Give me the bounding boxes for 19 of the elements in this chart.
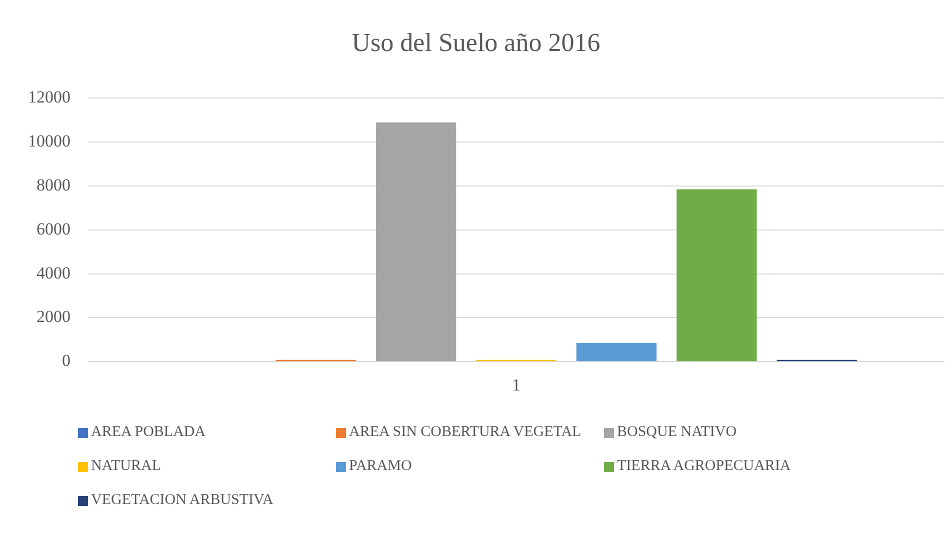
y-tick-label: 2000	[36, 307, 70, 326]
y-tick-label: 10000	[28, 132, 70, 151]
legend-label: NATURAL	[91, 458, 161, 475]
legend-label: VEGETACION ARBUSTIVA	[91, 492, 274, 509]
y-tick-label: 0	[62, 351, 70, 370]
bar	[376, 122, 456, 362]
chart-title: Uso del Suelo año 2016	[350, 28, 602, 58]
bar	[676, 189, 757, 362]
y-tick-label: 12000	[28, 88, 70, 107]
legend-label: PARAMO	[349, 458, 412, 475]
x-tick-label: 1	[512, 375, 520, 394]
legend-label: AREA SIN COBERTURA VEGETAL	[349, 424, 582, 441]
bar	[576, 342, 657, 362]
y-tick-label: 4000	[36, 263, 70, 282]
y-tick-label: 6000	[36, 219, 70, 238]
legend-label: BOSQUE NATIVO	[617, 424, 737, 441]
legend-label: TIERRA AGROPECUARIA	[617, 458, 791, 475]
y-tick-label: 8000	[36, 175, 70, 194]
legend-label: AREA POBLADA	[91, 424, 206, 441]
